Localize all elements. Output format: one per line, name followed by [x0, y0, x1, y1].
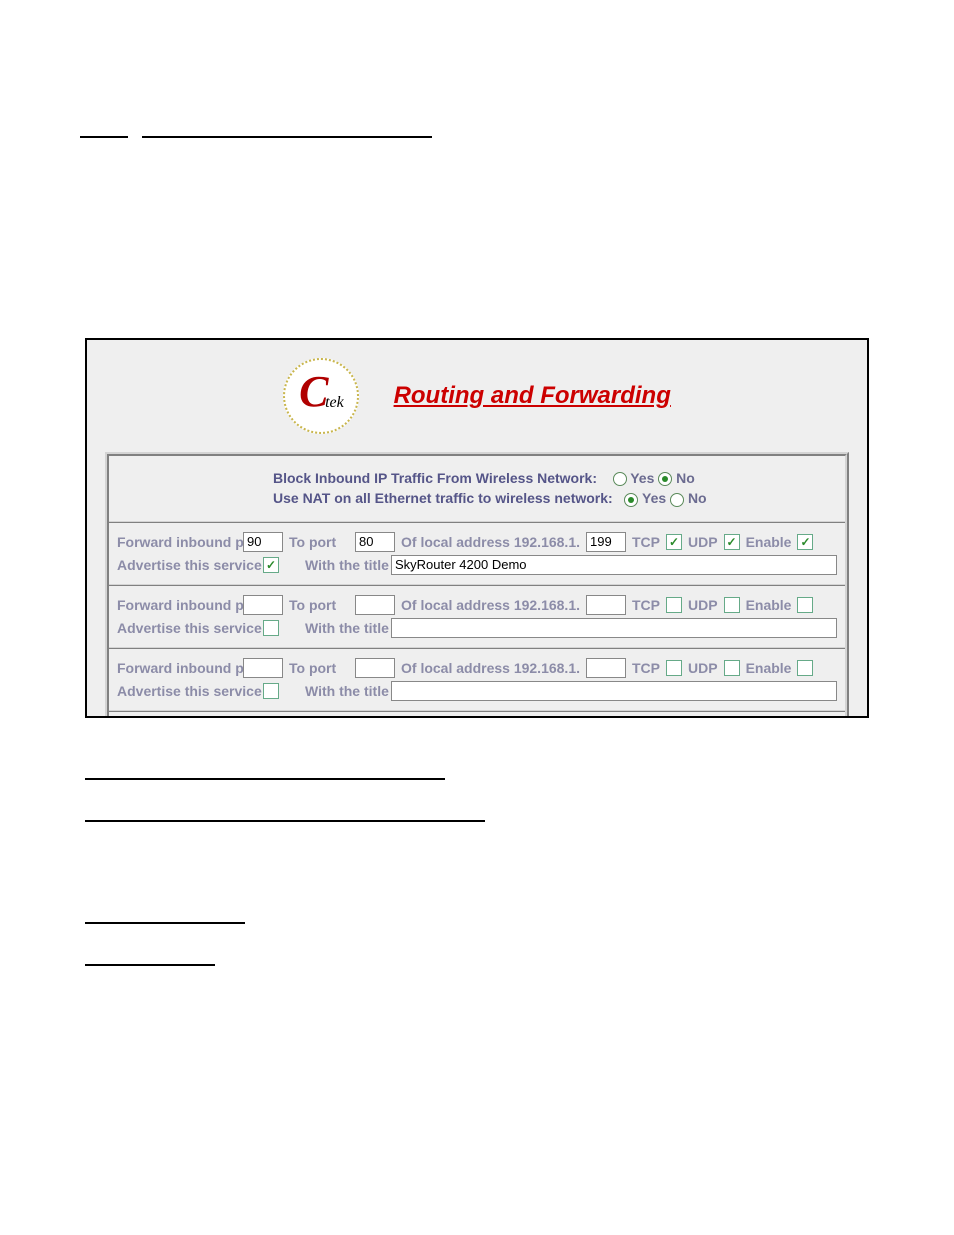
inbound-port-input[interactable]	[243, 532, 283, 552]
enable-label: Enable	[746, 660, 792, 676]
tcp-checkbox[interactable]	[666, 597, 682, 613]
oflocal-label: Of local address 192.168.1.	[401, 534, 580, 550]
forward-row: Forward inbound port To port Of local addr…	[109, 523, 845, 586]
advertise-label: Advertise this service	[117, 683, 257, 699]
oflocal-label: Of local address 192.168.1.	[401, 597, 580, 613]
udp-checkbox[interactable]: ✓	[724, 534, 740, 550]
heading-underline-2	[142, 136, 432, 138]
advertise-label: Advertise this service	[117, 620, 257, 636]
underline-5	[85, 922, 245, 924]
nat-no-radio[interactable]	[670, 493, 684, 507]
withtitle-label: With the title	[305, 683, 385, 699]
forward-row: Forward inbound port To port Of local addr…	[109, 649, 845, 712]
screenshot-header: C tek Routing and Forwarding	[105, 358, 849, 452]
forward-row: Forward inbound portTo portOf local addr…	[109, 712, 845, 718]
title-input[interactable]	[391, 618, 837, 638]
enable-checkbox[interactable]	[797, 660, 813, 676]
udp-checkbox[interactable]	[724, 597, 740, 613]
advertise-checkbox[interactable]	[263, 620, 279, 636]
underline-4	[85, 820, 485, 822]
logo-tek: tek	[325, 394, 344, 412]
enable-label: Enable	[746, 534, 792, 550]
logo-c: C	[299, 366, 328, 417]
ip-last-input[interactable]	[586, 595, 626, 615]
ctek-logo: C tek	[283, 358, 359, 434]
udp-label: UDP	[688, 597, 718, 613]
toport-label: To port	[289, 534, 349, 550]
ip-last-input[interactable]	[586, 658, 626, 678]
underline-3	[85, 778, 445, 780]
block-yes-label: Yes	[630, 470, 654, 486]
enable-checkbox[interactable]: ✓	[797, 534, 813, 550]
to-port-input[interactable]	[355, 595, 395, 615]
toport-label: To port	[289, 597, 349, 613]
panel-top: Block Inbound IP Traffic From Wireless N…	[109, 456, 845, 523]
routing-panel: Block Inbound IP Traffic From Wireless N…	[105, 452, 849, 718]
inbound-port-input[interactable]	[243, 658, 283, 678]
oflocal-label: Of local address 192.168.1.	[401, 660, 580, 676]
nat-yes-radio[interactable]	[624, 493, 638, 507]
enable-checkbox[interactable]	[797, 597, 813, 613]
withtitle-label: With the title	[305, 620, 385, 636]
advertise-checkbox[interactable]: ✓	[263, 557, 279, 573]
page-root: C tek Routing and Forwarding Block Inbou…	[0, 0, 954, 1106]
to-port-input[interactable]	[355, 658, 395, 678]
forward-label: Forward inbound port	[117, 660, 237, 676]
tcp-label: TCP	[632, 597, 660, 613]
advertise-checkbox[interactable]	[263, 683, 279, 699]
forward-label: Forward inbound port	[117, 597, 237, 613]
udp-label: UDP	[688, 660, 718, 676]
screenshot-title: Routing and Forwarding	[394, 382, 671, 410]
block-no-radio[interactable]	[658, 472, 672, 486]
to-port-input[interactable]	[355, 532, 395, 552]
toport-label: To port	[289, 660, 349, 676]
nat-yes-label: Yes	[642, 490, 666, 506]
tcp-checkbox[interactable]: ✓	[666, 534, 682, 550]
inbound-port-input[interactable]	[243, 595, 283, 615]
enable-label: Enable	[746, 597, 792, 613]
ip-last-input[interactable]	[586, 532, 626, 552]
nat-no-label: No	[688, 490, 707, 506]
udp-label: UDP	[688, 534, 718, 550]
title-input[interactable]	[391, 555, 837, 575]
lower-underlines	[85, 778, 869, 966]
nat-label: Use NAT on all Ethernet traffic to wirel…	[273, 490, 613, 506]
block-no-label: No	[676, 470, 695, 486]
advertise-label: Advertise this service	[117, 557, 257, 573]
forward-row: Forward inbound port To port Of local addr…	[109, 586, 845, 649]
block-label: Block Inbound IP Traffic From Wireless N…	[273, 470, 597, 486]
title-input[interactable]	[391, 681, 837, 701]
heading-line	[80, 120, 874, 138]
forward-label: Forward inbound port	[117, 534, 237, 550]
underline-6	[85, 964, 215, 966]
udp-checkbox[interactable]	[724, 660, 740, 676]
tcp-label: TCP	[632, 534, 660, 550]
heading-underline-1	[80, 136, 128, 138]
tcp-label: TCP	[632, 660, 660, 676]
block-yes-radio[interactable]	[613, 472, 627, 486]
tcp-checkbox[interactable]	[666, 660, 682, 676]
withtitle-label: With the title	[305, 557, 385, 573]
routing-screenshot: C tek Routing and Forwarding Block Inbou…	[85, 338, 869, 718]
